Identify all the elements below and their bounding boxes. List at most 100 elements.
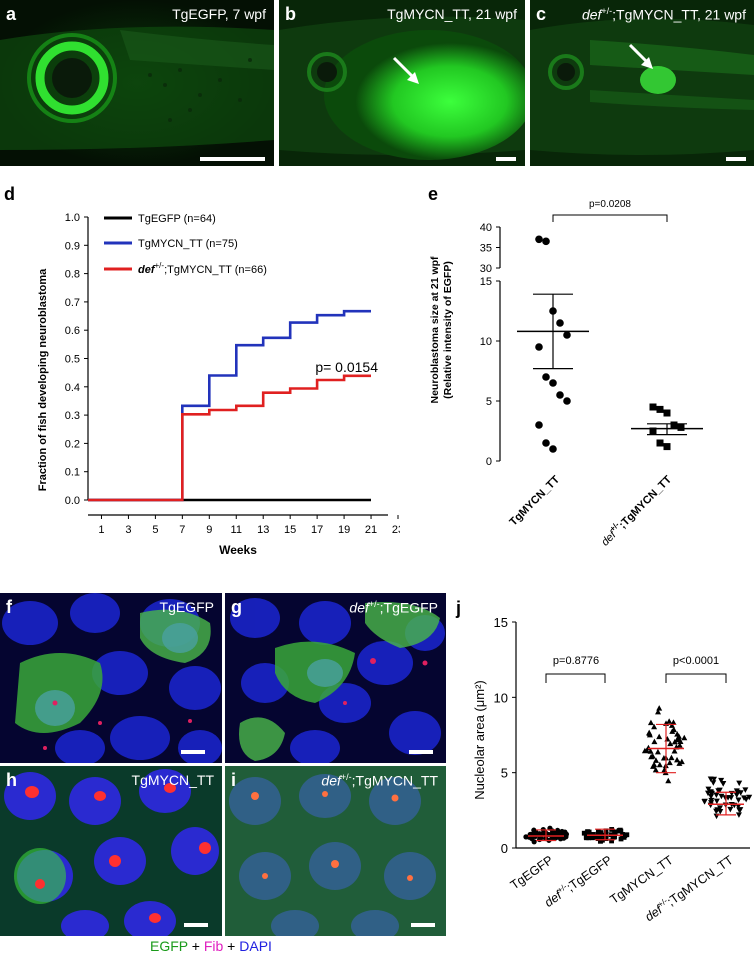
panel-letter-e: e — [428, 184, 439, 204]
scale-bar-b — [496, 157, 516, 161]
chart-e-y-tick-label: 40 — [480, 222, 492, 234]
panel-letter-d: d — [4, 184, 15, 204]
chart-j-point — [641, 747, 648, 754]
panel-b-fluorescence — [279, 0, 525, 166]
chart-e-point — [542, 439, 550, 447]
panel-g-image: g def+/-;TgEGFP — [225, 593, 446, 763]
chart-e-category-2: def+/-;TgMYCN_TT — [597, 471, 674, 548]
chart-d-x-tick-label: 1 — [98, 524, 104, 536]
chart-j-point — [536, 831, 543, 837]
chart-e-y-tick-label: 15 — [480, 276, 492, 288]
chart-d-x-tick-label: 15 — [284, 524, 296, 536]
chart-d-x-tick-label: 7 — [179, 524, 185, 536]
chart-d-legend-rest: ;TgMYCN_TT (n=66) — [164, 264, 267, 276]
panel-c-image: c def+/-;TgMYCN_TT, 21 wpf — [530, 0, 754, 166]
chart-e-point — [656, 405, 664, 413]
chart-j-point — [670, 719, 677, 725]
chart-e-pvalue-bracket — [552, 214, 668, 222]
chart-j-point — [603, 828, 609, 834]
chart-d-x-tick-label: 9 — [206, 524, 212, 536]
chart-d-y-tick-label: 0.2 — [65, 438, 80, 450]
chart-j-point — [603, 831, 609, 837]
panel-c-label-sup: +/- — [601, 6, 613, 16]
stain-dapi: DAPI — [239, 938, 272, 954]
chart-j-point — [531, 827, 537, 833]
chart-d-y-tick-label: 0.1 — [65, 467, 80, 479]
chart-j-point — [651, 723, 658, 730]
chart-j-point — [701, 798, 708, 805]
chart-j-point — [531, 839, 537, 845]
chart-e-tumor-size: Neuroblastoma size at 21 wpf (Relative i… — [429, 199, 703, 549]
chart-e-pvalue: p=0.0208 — [589, 199, 631, 210]
scale-bar-f — [181, 750, 205, 754]
panel-h-microscopy — [0, 766, 222, 936]
chart-j-point — [736, 780, 743, 787]
chart-e-y-tick-label: 0 — [486, 456, 492, 468]
chart-j-point — [710, 780, 717, 786]
chart-j-point — [707, 802, 714, 809]
panel-g-label-italic: def — [349, 599, 369, 616]
chart-j-point — [656, 705, 663, 711]
chart-j-pvalue-2: p<0.0001 — [673, 655, 719, 667]
chart-d-pvalue: p= 0.0154 — [315, 359, 378, 375]
chart-d-y-tick-label: 0.0 — [65, 495, 80, 507]
chart-e-point — [535, 343, 543, 351]
chart-j-point — [667, 740, 674, 747]
chart-j-y-tick-label: 5 — [501, 766, 508, 781]
chart-j-point — [651, 738, 658, 745]
chart-d-x-tick-label: 3 — [125, 524, 131, 536]
chart-d-x-tick-label: 13 — [257, 524, 269, 536]
panel-a-fluorescence — [0, 0, 274, 166]
chart-j-point — [735, 812, 742, 818]
chart-d-legend-label: TgMYCN_TT (n=75) — [138, 238, 238, 250]
chart-j-point — [674, 736, 681, 743]
panel-g-microscopy — [225, 593, 446, 763]
chart-j-point — [666, 718, 673, 724]
panel-letter-i: i — [231, 770, 237, 790]
chart-d-y-tick-label: 0.7 — [65, 297, 80, 309]
chart-j-point — [648, 753, 655, 760]
panel-i-image: i def+/-;TgMYCN_TT — [225, 766, 446, 936]
chart-j-point — [595, 831, 601, 837]
chart-e-point — [535, 421, 543, 429]
chart-j-category-rest: ;TgMYCN_TT — [665, 853, 736, 909]
chart-j-point — [584, 830, 590, 836]
chart-d-xlabel: Weeks — [219, 543, 257, 557]
chart-d-y-tick-label: 0.3 — [65, 410, 80, 422]
chart-d-legend-label: def+/-;TgMYCN_TT (n=66) — [138, 261, 267, 276]
chart-d-x-tick-label: 5 — [152, 524, 158, 536]
panel-letter-f: f — [6, 597, 12, 617]
chart-d-y-tick-label: 0.5 — [65, 354, 80, 366]
chart-e-point — [556, 319, 564, 327]
chart-e-y-tick-label: 30 — [480, 263, 492, 275]
chart-e-point — [649, 427, 657, 435]
chart-d-y-tick-label: 0.8 — [65, 269, 80, 281]
chart-j-point — [664, 736, 671, 742]
chart-j-point — [646, 731, 653, 738]
chart-j-point — [676, 742, 683, 748]
chart-j-point — [718, 793, 725, 800]
chart-e-point — [563, 331, 571, 339]
chart-d-x-tick-label: 17 — [311, 524, 323, 536]
chart-e-category-2-rest: ;TgMYCN_TT — [617, 473, 675, 531]
chart-e-point — [677, 423, 685, 431]
stain-caption: EGFP + Fib + DAPI — [150, 938, 272, 954]
chart-j-point — [727, 806, 734, 813]
panel-letter-a: a — [6, 4, 17, 24]
chart-j-point — [735, 803, 742, 810]
chart-j-point — [713, 808, 720, 815]
chart-j-point — [708, 791, 715, 797]
chart-j-point — [670, 726, 677, 733]
scale-bar-a — [200, 157, 265, 161]
chart-e-point — [542, 237, 550, 246]
panel-g-label: def+/-;TgEGFP — [349, 599, 438, 616]
chart-j-point — [591, 834, 597, 840]
panel-i-label-italic: def — [321, 772, 341, 789]
panel-c-label-rest: ;TgMYCN_TT, 21 wpf — [612, 6, 746, 23]
chart-j-point — [720, 781, 727, 787]
chart-j-point — [746, 794, 753, 801]
chart-j-point — [733, 792, 740, 799]
chart-j-point — [715, 788, 722, 794]
panel-b-label: TgMYCN_TT, 21 wpf — [387, 6, 517, 22]
panel-g-label-rest: ;TgEGFP — [379, 599, 438, 616]
